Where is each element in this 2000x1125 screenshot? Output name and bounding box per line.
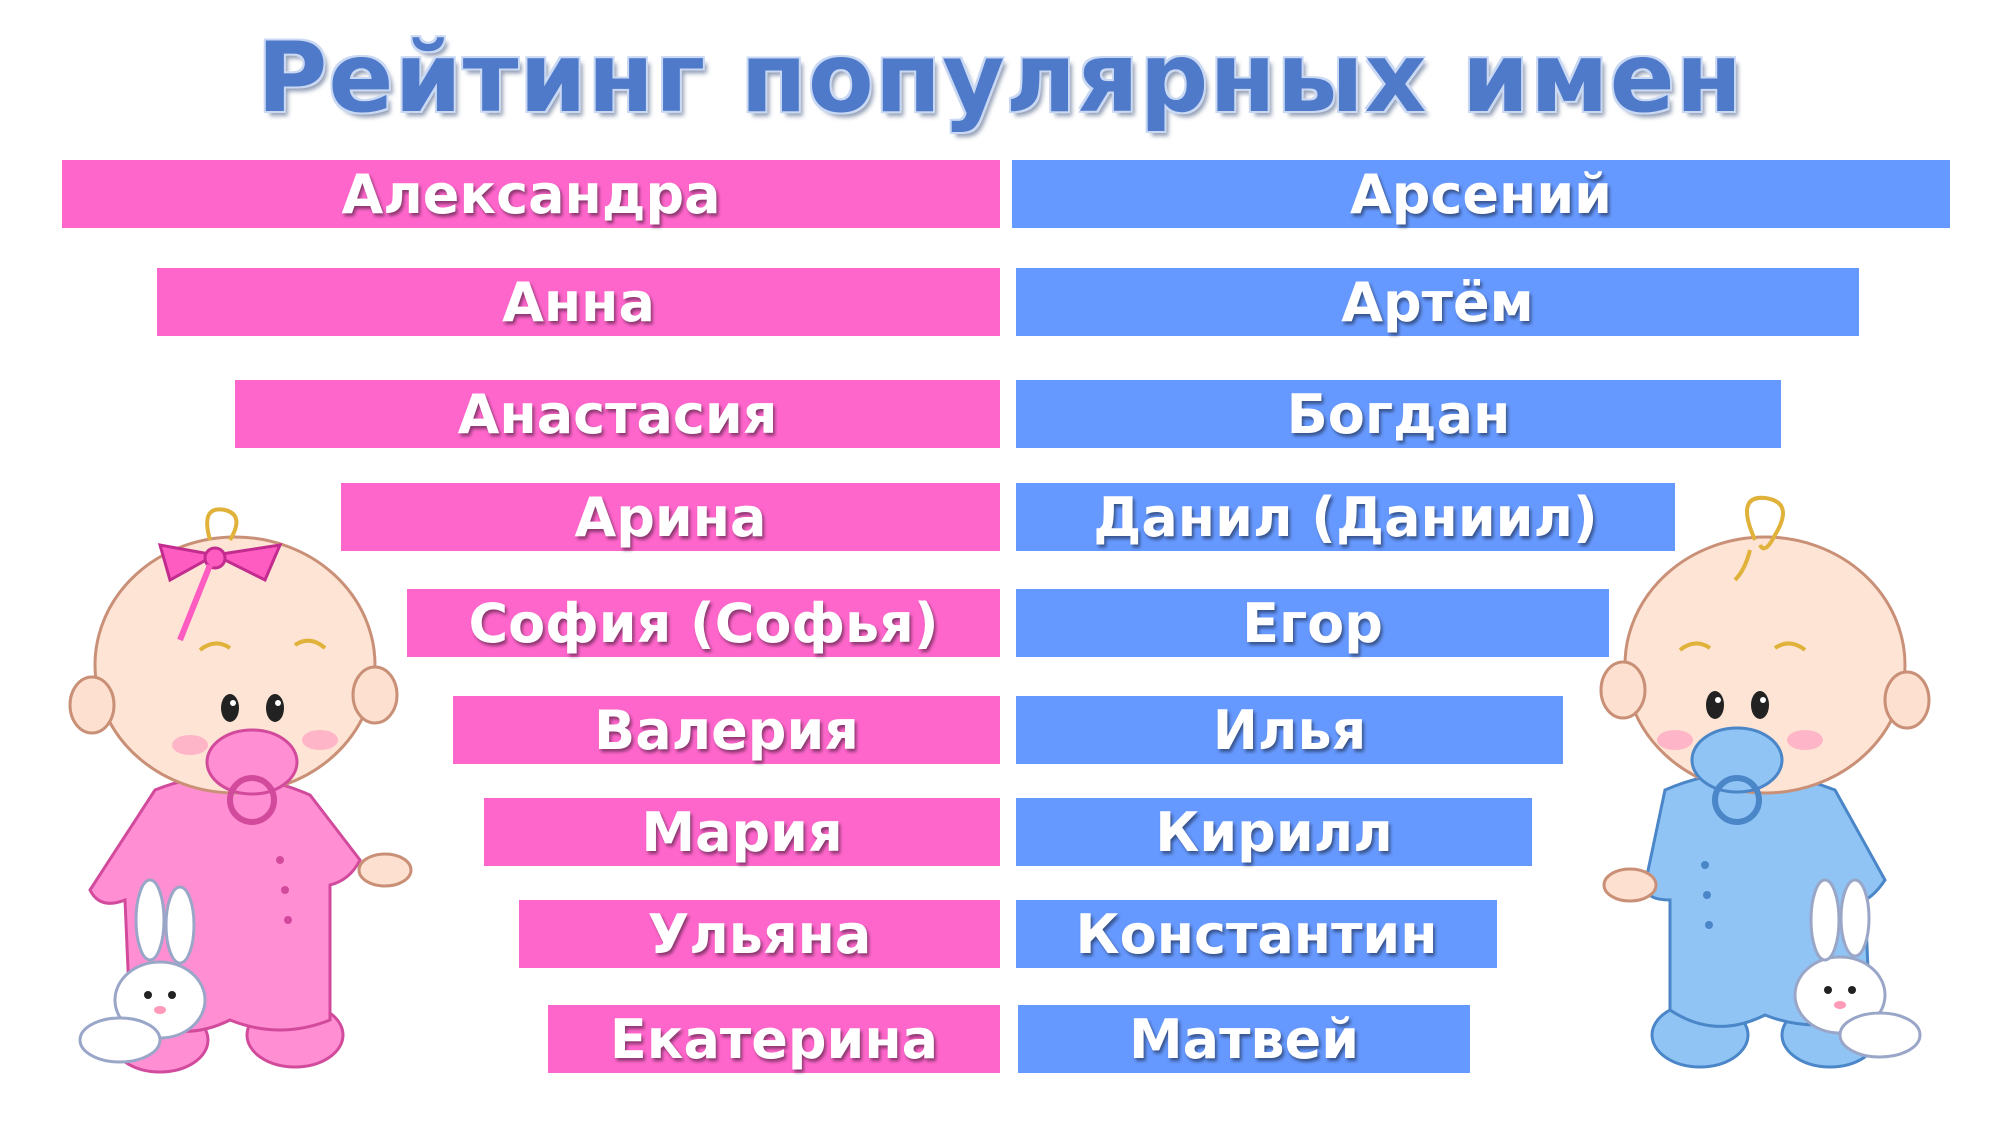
boy-name-bar: Богдан xyxy=(1016,380,1781,448)
boy-name-bar: Арсений xyxy=(1012,160,1950,228)
girl-name-bar: Екатерина xyxy=(548,1005,1000,1073)
page-title: Рейтинг популярных имен xyxy=(256,22,1744,134)
boy-name-bar: Артём xyxy=(1016,268,1859,336)
boy-name-bar: Данил (Даниил) xyxy=(1016,483,1675,551)
girl-name-bar: София (Софья) xyxy=(407,589,1000,657)
boy-name-bar: Константин xyxy=(1016,900,1497,968)
boy-name-bar: Илья xyxy=(1016,696,1563,764)
girl-name-bar: Арина xyxy=(341,483,1000,551)
girl-name-bar: Ульяна xyxy=(519,900,1000,968)
girl-name-bar: Мария xyxy=(484,798,1000,866)
boy-name-bar: Егор xyxy=(1016,589,1609,657)
girl-name-bar: Анастасия xyxy=(235,380,1000,448)
girl-name-bar: Валерия xyxy=(453,696,1000,764)
girl-name-bar: Александра xyxy=(62,160,1000,228)
boy-name-bar: Матвей xyxy=(1018,1005,1470,1073)
boy-name-bar: Кирилл xyxy=(1016,798,1532,866)
girl-name-bar: Анна xyxy=(157,268,1000,336)
baby-boy-illustration xyxy=(1599,495,1931,1069)
baby-girl-illustration xyxy=(68,507,413,1074)
